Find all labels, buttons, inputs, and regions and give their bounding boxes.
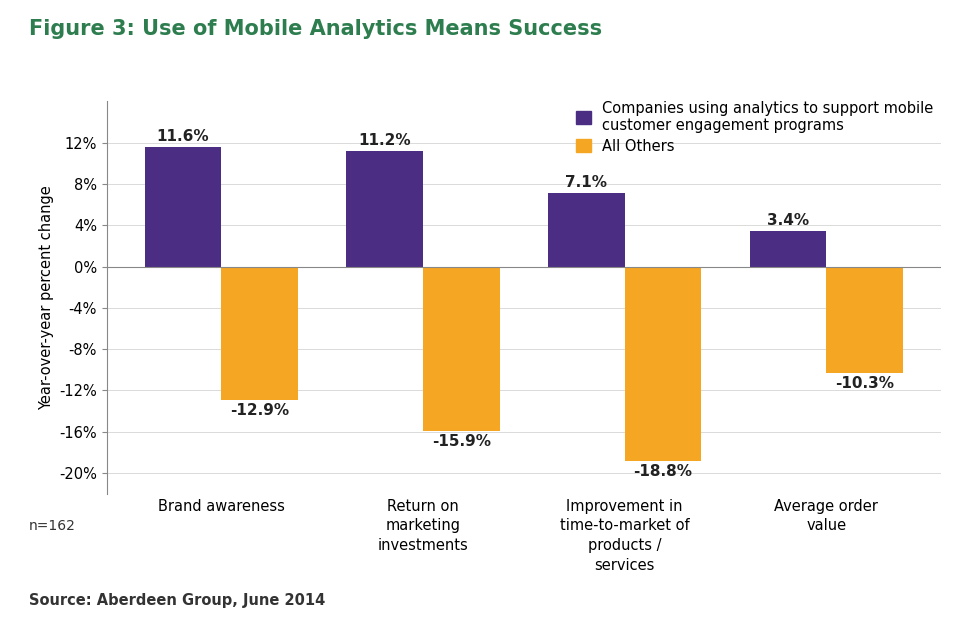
Bar: [547, 193, 624, 266]
Text: Source: Aberdeen Group, June 2014: Source: Aberdeen Group, June 2014: [29, 592, 325, 608]
Bar: [346, 151, 422, 266]
Text: -12.9%: -12.9%: [230, 403, 289, 418]
Text: -10.3%: -10.3%: [834, 376, 893, 391]
Bar: [826, 266, 902, 373]
Legend: Companies using analytics to support mobile
customer engagement programs, All Ot: Companies using analytics to support mob…: [576, 101, 932, 154]
Text: 11.6%: 11.6%: [156, 128, 209, 144]
Text: 3.4%: 3.4%: [766, 213, 808, 229]
Text: -15.9%: -15.9%: [431, 434, 490, 449]
Bar: [221, 266, 297, 400]
Bar: [422, 266, 499, 430]
Bar: [624, 266, 701, 461]
Text: 7.1%: 7.1%: [565, 175, 607, 190]
Text: -18.8%: -18.8%: [633, 464, 692, 479]
Y-axis label: Year-over-year percent change: Year-over-year percent change: [39, 185, 53, 410]
Text: 11.2%: 11.2%: [358, 133, 411, 147]
Bar: [144, 147, 221, 266]
Text: Figure 3: Use of Mobile Analytics Means Success: Figure 3: Use of Mobile Analytics Means …: [29, 19, 602, 39]
Text: n=162: n=162: [29, 519, 76, 533]
Bar: [749, 232, 826, 266]
